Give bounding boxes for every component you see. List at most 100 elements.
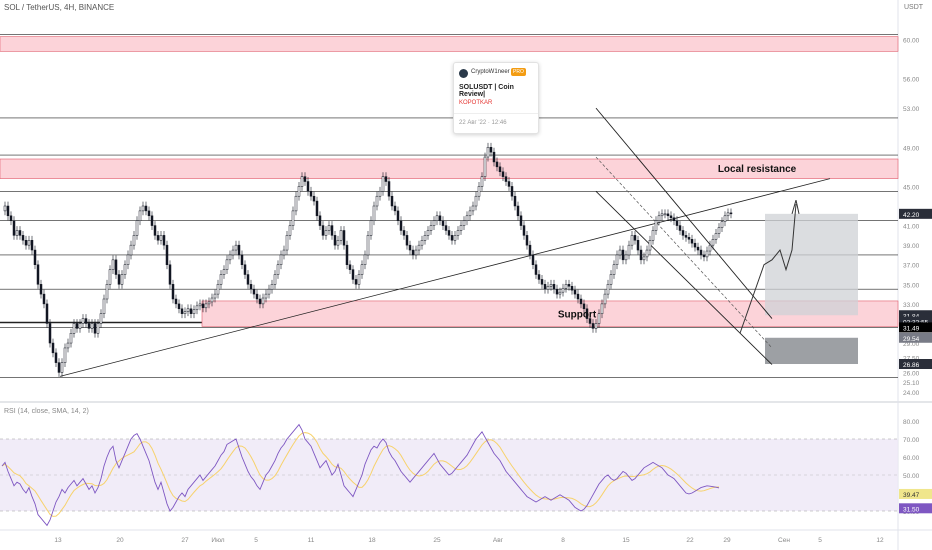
candle-body bbox=[363, 254, 367, 265]
candle-body bbox=[63, 347, 67, 363]
candle-body bbox=[357, 274, 361, 285]
time-tick-label: 25 bbox=[433, 537, 441, 544]
candle-body bbox=[51, 342, 55, 354]
target-box[interactable] bbox=[765, 213, 858, 316]
candle-body bbox=[606, 284, 610, 295]
candle-body bbox=[555, 288, 559, 295]
time-tick-label: 15 bbox=[622, 537, 630, 544]
price-tick-label: 56.00 bbox=[903, 77, 920, 84]
channel-mid-dashed[interactable] bbox=[595, 156, 773, 349]
candle-body bbox=[255, 293, 259, 300]
candle-body bbox=[426, 230, 430, 236]
candle-body bbox=[279, 254, 283, 265]
candle-body bbox=[465, 215, 469, 221]
candle-body bbox=[315, 200, 319, 217]
candle-body bbox=[42, 293, 46, 305]
channel-lower-line[interactable] bbox=[595, 190, 773, 365]
candle-body bbox=[579, 298, 583, 305]
candle-body bbox=[573, 289, 577, 295]
candle-body bbox=[474, 195, 478, 207]
candle-body bbox=[546, 286, 550, 290]
candle-body bbox=[690, 239, 694, 244]
candle-body bbox=[483, 156, 487, 177]
candle-body bbox=[108, 269, 112, 285]
idea-card[interactable]: CryptoW1neer PRO SOLUSDT | Coin Review| … bbox=[453, 62, 539, 134]
candle-body bbox=[654, 220, 658, 231]
candle-body bbox=[342, 230, 346, 246]
idea-title[interactable]: SOLUSDT | Coin Review| bbox=[459, 84, 514, 98]
candle-body bbox=[327, 225, 331, 231]
candle-body bbox=[603, 293, 607, 305]
candle-body bbox=[336, 240, 340, 246]
candle-body bbox=[633, 235, 637, 241]
candle-body bbox=[621, 249, 625, 261]
candle-body bbox=[648, 240, 652, 251]
candle-body bbox=[585, 308, 589, 319]
candle-body bbox=[447, 230, 451, 236]
candle-body bbox=[672, 217, 676, 221]
candle-body bbox=[501, 171, 505, 177]
candle-body bbox=[417, 244, 421, 251]
price-tick-label: 24.00 bbox=[903, 390, 920, 397]
candle-body bbox=[93, 323, 97, 334]
price-tick-label: 41.00 bbox=[903, 224, 920, 231]
price-tick-label: 60.00 bbox=[903, 38, 920, 45]
candle-body bbox=[165, 244, 169, 265]
candle-body bbox=[462, 220, 466, 226]
candle-body bbox=[276, 264, 280, 275]
candle-body bbox=[624, 254, 628, 261]
candle-body bbox=[111, 259, 115, 270]
candle-body bbox=[219, 274, 223, 285]
candle-body bbox=[3, 205, 7, 212]
support-label: Support bbox=[558, 310, 597, 321]
candle-body bbox=[534, 264, 538, 275]
stop-box[interactable] bbox=[765, 337, 858, 365]
candle-body bbox=[540, 279, 544, 285]
candle-body bbox=[381, 176, 385, 192]
candle-body bbox=[423, 235, 427, 241]
rising-trendline[interactable] bbox=[59, 178, 831, 377]
candle-body bbox=[597, 313, 601, 324]
top-resistance-zone[interactable] bbox=[0, 36, 899, 52]
candle-body bbox=[651, 230, 655, 241]
price-tick-label: 26.00 bbox=[903, 370, 920, 377]
candle-body bbox=[459, 225, 463, 231]
candle-body bbox=[249, 284, 253, 290]
candle-body bbox=[378, 191, 382, 197]
time-tick-label: Авг bbox=[493, 537, 504, 544]
candle-body bbox=[69, 333, 73, 344]
author-name[interactable]: CryptoW1neer bbox=[471, 69, 510, 75]
price-tag-label: 29.54 bbox=[903, 336, 920, 343]
candle-body bbox=[366, 235, 370, 256]
candle-body bbox=[207, 301, 211, 305]
candle-body bbox=[126, 254, 130, 265]
author-avatar bbox=[459, 69, 468, 78]
candle-body bbox=[471, 205, 475, 212]
candle-body bbox=[45, 303, 49, 324]
price-tick-label: 45.00 bbox=[903, 184, 920, 191]
symbol-title: SOL / TetherUS, 4H, BINANCE bbox=[4, 3, 115, 12]
price-tick-label: 49.00 bbox=[903, 145, 920, 152]
candle-body bbox=[636, 240, 640, 251]
candle-body bbox=[453, 235, 457, 241]
candle-body bbox=[438, 215, 442, 221]
candle-body bbox=[570, 286, 574, 291]
candle-body bbox=[477, 186, 481, 197]
candle-body bbox=[525, 235, 529, 246]
candle-body bbox=[177, 303, 181, 310]
idea-tag: KOPOTKAR bbox=[459, 100, 493, 106]
projection-path[interactable] bbox=[739, 203, 797, 334]
candle-body bbox=[216, 284, 220, 295]
channel-upper-line[interactable] bbox=[595, 107, 773, 319]
candle-body bbox=[264, 293, 268, 299]
price-tag bbox=[899, 322, 932, 333]
price-tick-label: 29.00 bbox=[903, 341, 920, 348]
candle-body bbox=[54, 352, 58, 363]
candle-body bbox=[18, 230, 22, 236]
idea-date: 22 Авг '22 · 12:46 bbox=[459, 120, 507, 126]
local-resistance-zone[interactable] bbox=[0, 158, 899, 179]
candle-body bbox=[303, 176, 307, 182]
candle-body bbox=[543, 284, 547, 290]
